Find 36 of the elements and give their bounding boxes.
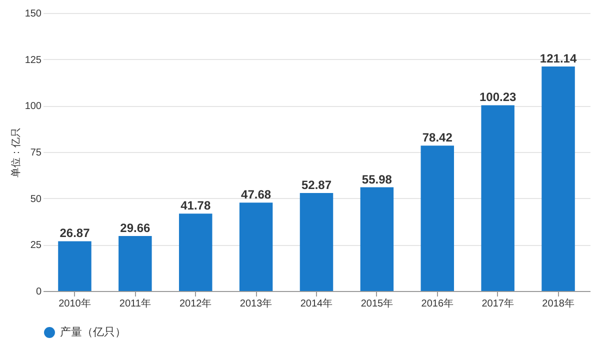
y-tick-label: 75 [30,148,42,158]
y-tick-label: 125 [24,54,42,66]
bar [360,187,394,291]
data-label: 121.14 [540,51,577,66]
bar [58,241,92,291]
data-label: 41.78 [180,198,211,213]
x-tick-label: 2011年 [119,298,151,310]
y-tick-label: 150 [24,8,42,20]
y-axis-title: 单位：亿只 [10,128,22,178]
bar [542,66,575,291]
data-label: 29.66 [120,221,151,236]
data-label: 100.23 [479,90,517,104]
legend-label: 产量（亿只） [60,326,126,338]
y-tick-label: 50 [30,194,42,205]
bar [178,214,212,291]
data-label: 26.87 [60,226,90,240]
x-tick-label: 2010年 [58,298,91,310]
y-tick-label: 100 [24,101,42,112]
x-tick-label: 2012年 [179,298,212,310]
x-tick-label: 2013年 [240,298,272,310]
x-tick-label: 2015年 [360,298,394,310]
bar [300,193,334,291]
bar [481,105,514,291]
bar [118,236,152,291]
y-tick-label: 25 [30,240,42,252]
x-tick-label: 2016年 [421,298,454,310]
data-label: 55.98 [362,172,392,186]
data-label: 47.68 [241,188,272,202]
data-label: 52.87 [301,178,332,192]
x-tick-label: 2018年 [542,298,574,310]
data-label: 78.42 [422,130,453,145]
x-tick-label: 2014年 [300,298,333,310]
x-tick-label: 2017年 [482,298,514,310]
bar [239,202,273,291]
bar [420,146,454,291]
y-tick-label: 0 [36,286,42,298]
